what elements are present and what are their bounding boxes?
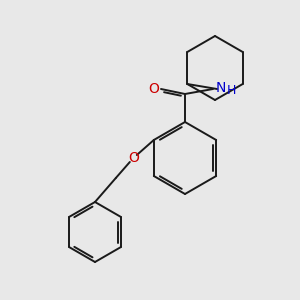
Text: N: N xyxy=(216,81,226,95)
Text: O: O xyxy=(128,151,139,165)
Text: O: O xyxy=(148,82,159,96)
Text: H: H xyxy=(226,83,236,97)
